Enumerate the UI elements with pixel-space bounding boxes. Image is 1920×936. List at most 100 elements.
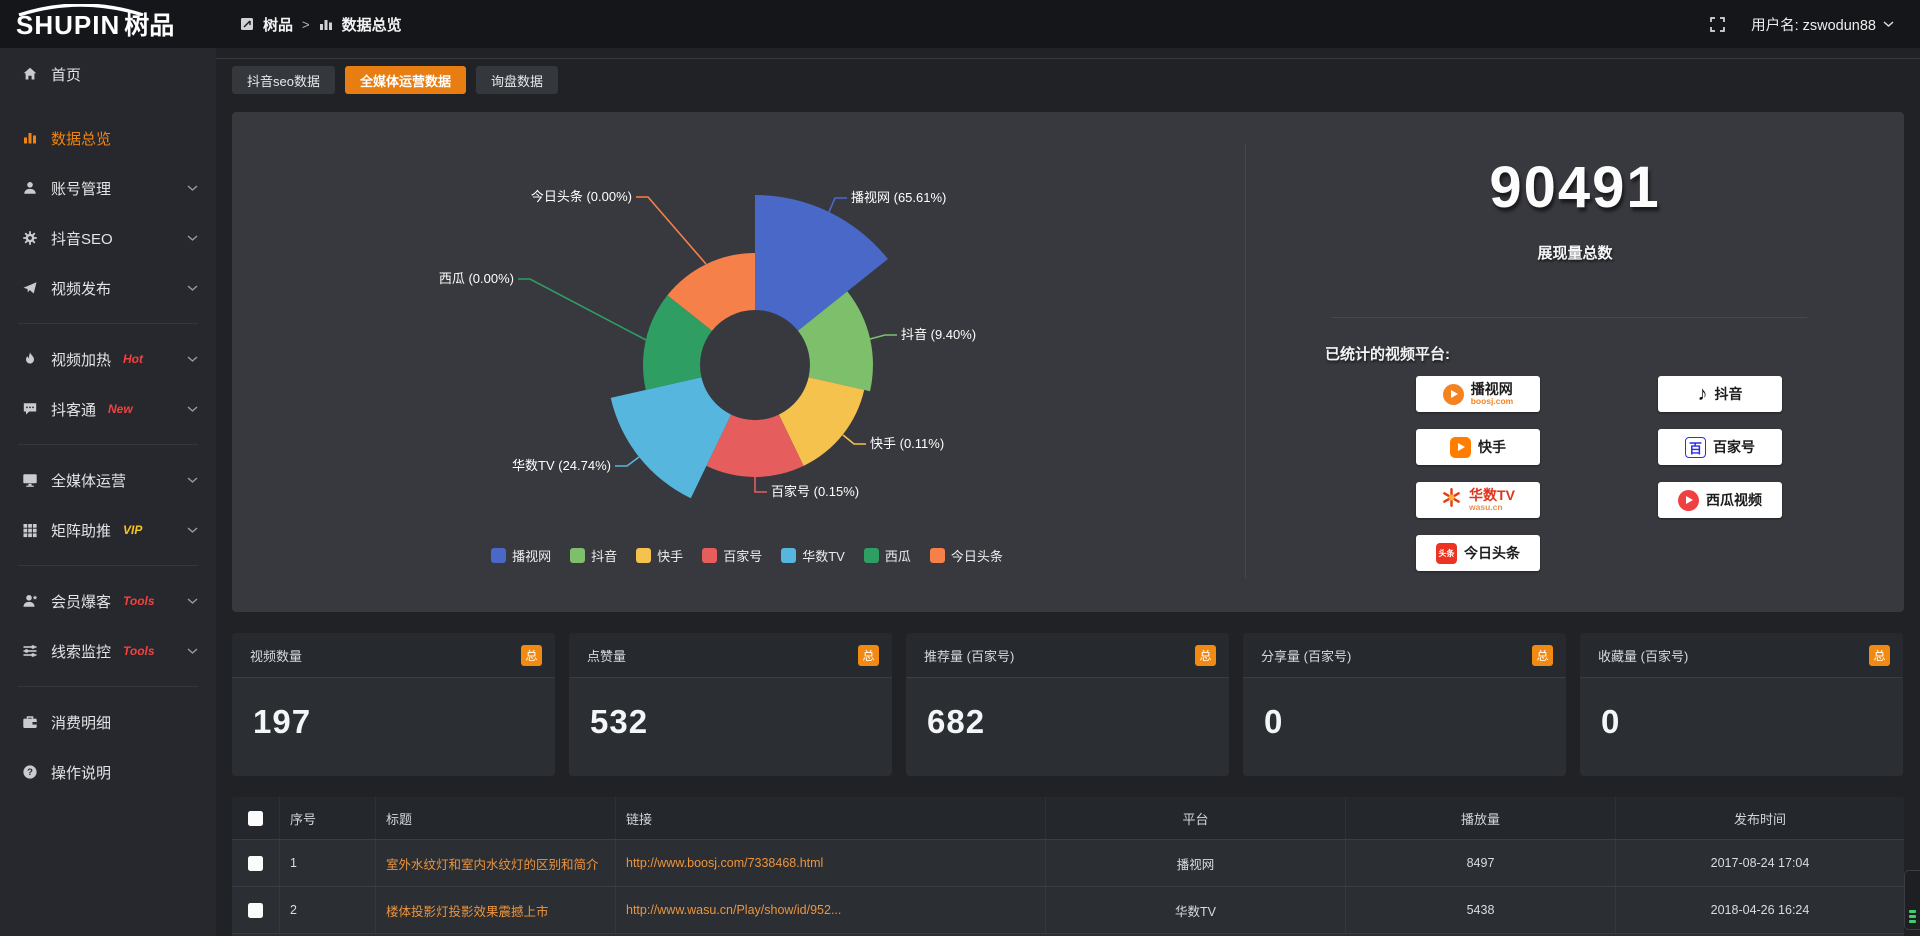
tab-询盘数据[interactable]: 询盘数据 <box>475 66 558 94</box>
legend-swatch <box>570 548 586 563</box>
rose-pie-chart: 播视网 (65.61%) 抖音 (9.40%) 快手 (0.11%) 百家号 (0.1… <box>439 189 976 499</box>
sidebar-item-矩阵助推[interactable]: 矩阵助推 VIP <box>0 505 216 555</box>
logo-text-en: SHUPIN <box>16 10 121 40</box>
legend-item-播视网[interactable]: 播视网 <box>491 546 551 565</box>
legend-item-百家号[interactable]: 百家号 <box>702 546 762 565</box>
chevron-down-icon[interactable] <box>187 284 198 292</box>
breadcrumb: 树品 > 数据总览 <box>240 14 402 35</box>
platforms-column-right: ♪ 抖音百百家号 西瓜视频 <box>1658 376 1782 571</box>
chevron-down-icon[interactable] <box>187 355 198 363</box>
chevron-down-icon[interactable] <box>187 234 198 242</box>
stat-card-分享量 (百家号): 分享量 (百家号) 总 0 <box>1243 633 1566 776</box>
cell-checkbox <box>232 840 280 886</box>
sidebar-item-抖客通[interactable]: 抖客通 New <box>0 384 216 434</box>
user-menu[interactable]: 用户名: zswodun88 <box>1751 14 1894 35</box>
pie-slice-百家号[interactable] <box>706 414 804 477</box>
sidebar-item-会员爆客[interactable]: 会员爆客 Tools <box>0 576 216 626</box>
baijiahao-logo-icon: 百 <box>1685 436 1706 458</box>
stat-card-label: 推荐量 (百家号) <box>924 648 1015 664</box>
impressions-total-label: 展现量总数 <box>1537 245 1613 262</box>
breadcrumb-root[interactable]: 树品 <box>263 16 294 34</box>
col-header-播放量: 播放量 <box>1346 797 1616 839</box>
tab-全媒体运营数据[interactable]: 全媒体运营数据 <box>344 66 466 94</box>
total-badge: 总 <box>1869 644 1890 666</box>
platform-sub: wasu.cn <box>1469 501 1503 512</box>
col-header-标题: 标题 <box>376 797 616 839</box>
pie-slice-华数TV[interactable] <box>610 377 732 499</box>
chevron-down-icon[interactable] <box>187 597 198 605</box>
svg-text:?: ? <box>27 767 33 778</box>
impressions-pane: 90491 展现量总数 已统计的视频平台: 播视网 boosj.com 快手 华数TV… <box>1246 112 1904 612</box>
cell-link[interactable]: http://www.wasu.cn/Play/show/id/952... <box>616 887 1046 933</box>
float-widget[interactable] <box>1904 870 1920 930</box>
pie-label-line-抖音 <box>869 334 897 340</box>
legend-item-今日头条[interactable]: 今日头条 <box>929 546 1003 565</box>
app-logo: SHUPIN 树品 <box>0 4 216 42</box>
legend-item-西瓜[interactable]: 西瓜 <box>863 546 911 565</box>
pie-label-华数TV: 华数TV (24.74%) <box>512 458 611 473</box>
sidebar-item-操作说明[interactable]: ? 操作说明 <box>0 747 216 797</box>
pie-slice-今日头条[interactable] <box>667 252 755 331</box>
platform-badge-今日头条: 头条 今日头条 <box>1416 535 1540 571</box>
cell-title[interactable]: 室外水纹灯和室内水纹灯的区别和简介 <box>376 840 616 886</box>
sidebar-item-badge: Tools <box>123 644 155 658</box>
pie-slice-快手[interactable] <box>778 377 865 466</box>
row-checkbox[interactable] <box>248 855 263 871</box>
chevron-down-icon <box>1883 20 1894 27</box>
sliders-icon <box>21 643 38 659</box>
sidebar-item-账号管理[interactable]: 账号管理 <box>0 163 216 213</box>
monitor-icon <box>21 472 38 488</box>
main-content: 抖音seo数据 全媒体运营数据 询盘数据 播视网 (65.61%) 抖音 (9.40%… <box>216 48 1920 936</box>
legend-swatch <box>491 548 507 563</box>
stat-card-header: 分享量 (百家号) 总 <box>1243 633 1566 678</box>
sidebar-item-数据总览[interactable]: 数据总览 <box>0 113 216 163</box>
legend-item-华数TV[interactable]: 华数TV <box>781 546 845 565</box>
chevron-down-icon[interactable] <box>187 184 198 192</box>
sidebar-item-消费明细[interactable]: 消费明细 <box>0 697 216 747</box>
pie-label-line-百家号 <box>754 477 767 493</box>
gear-icon <box>21 230 38 246</box>
sidebar-item-全媒体运营[interactable]: 全媒体运营 <box>0 455 216 505</box>
sidebar-item-label: 消费明细 <box>51 714 112 732</box>
tab-抖音seo数据[interactable]: 抖音seo数据 <box>232 66 335 94</box>
table-row: 2 楼体投影灯投影效果震撼上市 http://www.wasu.cn/Play/sh… <box>232 886 1904 933</box>
sidebar-item-抖音SEO[interactable]: 抖音SEO <box>0 213 216 263</box>
sidebar-item-视频发布[interactable]: 视频发布 <box>0 263 216 313</box>
stat-card-value: 532 <box>590 703 649 740</box>
cell-platform: 播视网 <box>1046 840 1346 886</box>
chevron-down-icon[interactable] <box>187 526 198 534</box>
wallet-icon <box>21 714 38 730</box>
cell-link[interactable]: http://www.boosj.com/7338468.html <box>616 840 1046 886</box>
chevron-down-icon[interactable] <box>187 405 198 413</box>
fullscreen-icon[interactable] <box>1710 16 1725 32</box>
sidebar-item-label: 视频发布 <box>51 280 112 298</box>
sidebar-item-视频加热[interactable]: 视频加热 Hot <box>0 334 216 384</box>
chevron-down-icon[interactable] <box>187 476 198 484</box>
pie-label-line-今日头条 <box>636 196 707 265</box>
total-badge: 总 <box>1195 644 1216 666</box>
heat-icon <box>21 351 38 367</box>
pie-slice-抖音[interactable] <box>798 291 873 392</box>
pie-slice-播视网[interactable] <box>755 195 888 331</box>
sidebar-divider <box>18 565 198 566</box>
col-header-链接: 链接 <box>616 797 1046 839</box>
pie-label-line-华数TV <box>615 456 640 467</box>
breadcrumb-current[interactable]: 数据总览 <box>341 16 402 34</box>
platform-badge-播视网: 播视网 boosj.com <box>1416 376 1540 412</box>
stat-card-header: 点赞量 总 <box>569 633 892 678</box>
sidebar-item-线索监控[interactable]: 线索监控 Tools <box>0 626 216 676</box>
sidebar: 首页数据总览 账号管理 抖音SEO 视频发布视频加热 Hot 抖客通 New 全媒体运营 矩阵助… <box>0 48 216 936</box>
select-all-checkbox[interactable] <box>248 810 263 826</box>
sidebar-item-label: 首页 <box>51 66 82 84</box>
toutiao-logo-icon: 头条 <box>1436 542 1457 564</box>
logo-arc <box>18 4 144 16</box>
legend-item-抖音[interactable]: 抖音 <box>570 546 617 565</box>
sidebar-item-label: 视频加热 <box>51 351 112 369</box>
pie-slice-西瓜[interactable] <box>642 295 712 390</box>
chevron-down-icon[interactable] <box>187 647 198 655</box>
legend-item-快手[interactable]: 快手 <box>636 546 683 565</box>
row-checkbox[interactable] <box>248 902 263 918</box>
legend-label: 播视网 <box>512 549 552 564</box>
sidebar-item-首页[interactable]: 首页 <box>0 49 216 99</box>
cell-title[interactable]: 楼体投影灯投影效果震撼上市 <box>376 887 616 933</box>
